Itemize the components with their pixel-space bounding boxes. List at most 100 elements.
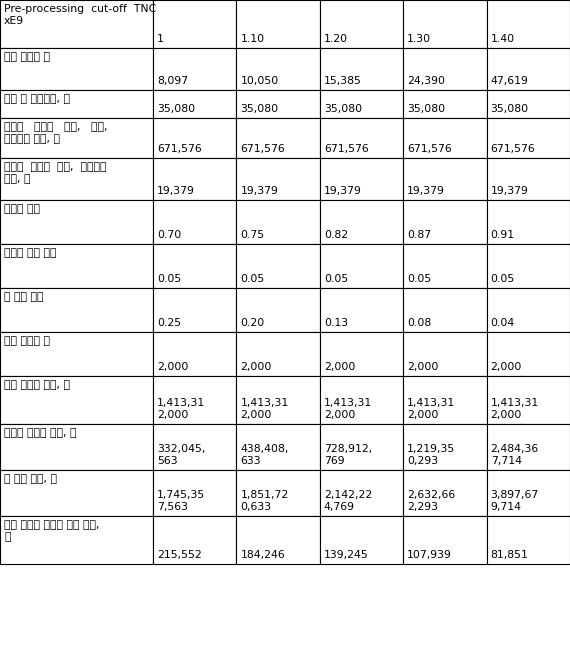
Bar <box>403 424 487 470</box>
Bar <box>320 158 403 200</box>
Bar <box>0 118 153 158</box>
Bar <box>487 48 570 90</box>
Bar <box>403 376 487 424</box>
Text: 1,413,31
2,000: 1,413,31 2,000 <box>241 398 288 420</box>
Bar <box>487 470 570 516</box>
Text: 81,851: 81,851 <box>491 550 528 560</box>
Bar <box>403 158 487 200</box>
Bar <box>320 48 403 90</box>
Text: 1,413,31
2,000: 1,413,31 2,000 <box>407 398 455 420</box>
Bar <box>153 288 237 332</box>
Bar <box>237 332 320 376</box>
Text: 19,379: 19,379 <box>491 186 528 196</box>
Bar <box>0 90 153 118</box>
Bar <box>237 90 320 118</box>
Text: 보관 제대혈 수: 보관 제대혈 수 <box>4 336 50 346</box>
Bar <box>237 376 320 424</box>
Bar <box>403 200 487 244</box>
Bar <box>487 0 570 48</box>
Text: 1.40: 1.40 <box>491 34 515 44</box>
Text: 부적합  재대혈  검사,  추후관리
비용, 원: 부적합 재대혈 검사, 추후관리 비용, 원 <box>4 162 107 184</box>
Bar <box>237 158 320 200</box>
Bar <box>153 470 237 516</box>
Bar <box>487 516 570 564</box>
Text: 기증 제대혈 수: 기증 제대혈 수 <box>4 52 50 62</box>
Text: 부적합 비율: 부적합 비율 <box>4 204 40 214</box>
Text: 0.87: 0.87 <box>407 230 431 240</box>
Text: 2,142,22
4,769: 2,142,22 4,769 <box>324 490 372 512</box>
Bar <box>320 332 403 376</box>
Text: 35,080: 35,080 <box>407 104 445 114</box>
Bar <box>320 376 403 424</box>
Bar <box>237 48 320 90</box>
Text: 215,552: 215,552 <box>157 550 202 560</box>
Bar <box>403 0 487 48</box>
Bar <box>237 118 320 158</box>
Bar <box>0 424 153 470</box>
Text: 0.82: 0.82 <box>324 230 348 240</box>
Text: 0.25: 0.25 <box>157 318 181 328</box>
Bar <box>153 90 237 118</box>
Text: 총 보관 비율: 총 보관 비율 <box>4 292 43 302</box>
Bar <box>320 288 403 332</box>
Bar <box>153 244 237 288</box>
Text: 1,219,35
0,293: 1,219,35 0,293 <box>407 444 455 466</box>
Bar <box>403 470 487 516</box>
Text: 332,045,
563: 332,045, 563 <box>157 444 205 466</box>
Bar <box>0 0 153 48</box>
Bar <box>320 516 403 564</box>
Text: 139,245: 139,245 <box>324 550 369 560</box>
Text: 1,851,72
0,633: 1,851,72 0,633 <box>241 490 288 512</box>
Text: 보관 제대혈 비용, 원: 보관 제대혈 비용, 원 <box>4 380 70 390</box>
Text: 1,745,35
7,563: 1,745,35 7,563 <box>157 490 205 512</box>
Text: 0.05: 0.05 <box>491 274 515 284</box>
Text: 1,413,31
2,000: 1,413,31 2,000 <box>491 398 539 420</box>
Text: 671,576: 671,576 <box>241 144 285 154</box>
Text: 728,912,
769: 728,912, 769 <box>324 444 372 466</box>
Text: 671,576: 671,576 <box>407 144 452 154</box>
Bar <box>487 376 570 424</box>
Bar <box>487 244 570 288</box>
Text: 1.30: 1.30 <box>407 34 431 44</box>
Text: 19,379: 19,379 <box>157 186 195 196</box>
Bar <box>153 516 237 564</box>
Text: Pre-processing  cut-off  TNC
xE9: Pre-processing cut-off TNC xE9 <box>4 4 156 27</box>
Bar <box>237 470 320 516</box>
Text: 107,939: 107,939 <box>407 550 452 560</box>
Bar <box>487 158 570 200</box>
Bar <box>487 200 570 244</box>
Text: 2,000: 2,000 <box>324 362 355 372</box>
Bar <box>237 424 320 470</box>
Text: 671,576: 671,576 <box>491 144 535 154</box>
Bar <box>487 118 570 158</box>
Text: 3,897,67
9,714: 3,897,67 9,714 <box>491 490 539 512</box>
Bar <box>0 288 153 332</box>
Text: 1.20: 1.20 <box>324 34 348 44</box>
Text: 19,379: 19,379 <box>241 186 278 196</box>
Bar <box>0 158 153 200</box>
Bar <box>320 424 403 470</box>
Bar <box>487 288 570 332</box>
Text: 모집 및 수거비용, 원: 모집 및 수거비용, 원 <box>4 94 70 104</box>
Bar <box>320 90 403 118</box>
Text: 2,484,36
7,714: 2,484,36 7,714 <box>491 444 539 466</box>
Bar <box>403 516 487 564</box>
Bar <box>320 118 403 158</box>
Text: 2,000: 2,000 <box>157 362 188 372</box>
Text: 0.70: 0.70 <box>157 230 181 240</box>
Bar <box>320 0 403 48</box>
Bar <box>487 90 570 118</box>
Text: 0.05: 0.05 <box>241 274 264 284</box>
Bar <box>237 244 320 288</box>
Bar <box>237 200 320 244</box>
Bar <box>403 332 487 376</box>
Bar <box>403 118 487 158</box>
Bar <box>403 48 487 90</box>
Bar <box>153 424 237 470</box>
Bar <box>0 376 153 424</box>
Text: 10,050: 10,050 <box>241 76 279 86</box>
Bar <box>153 118 237 158</box>
Bar <box>0 470 153 516</box>
Text: 기증 제대혈 단위당 소요 비용,
원: 기증 제대혈 단위당 소요 비용, 원 <box>4 520 100 542</box>
Bar <box>320 244 403 288</box>
